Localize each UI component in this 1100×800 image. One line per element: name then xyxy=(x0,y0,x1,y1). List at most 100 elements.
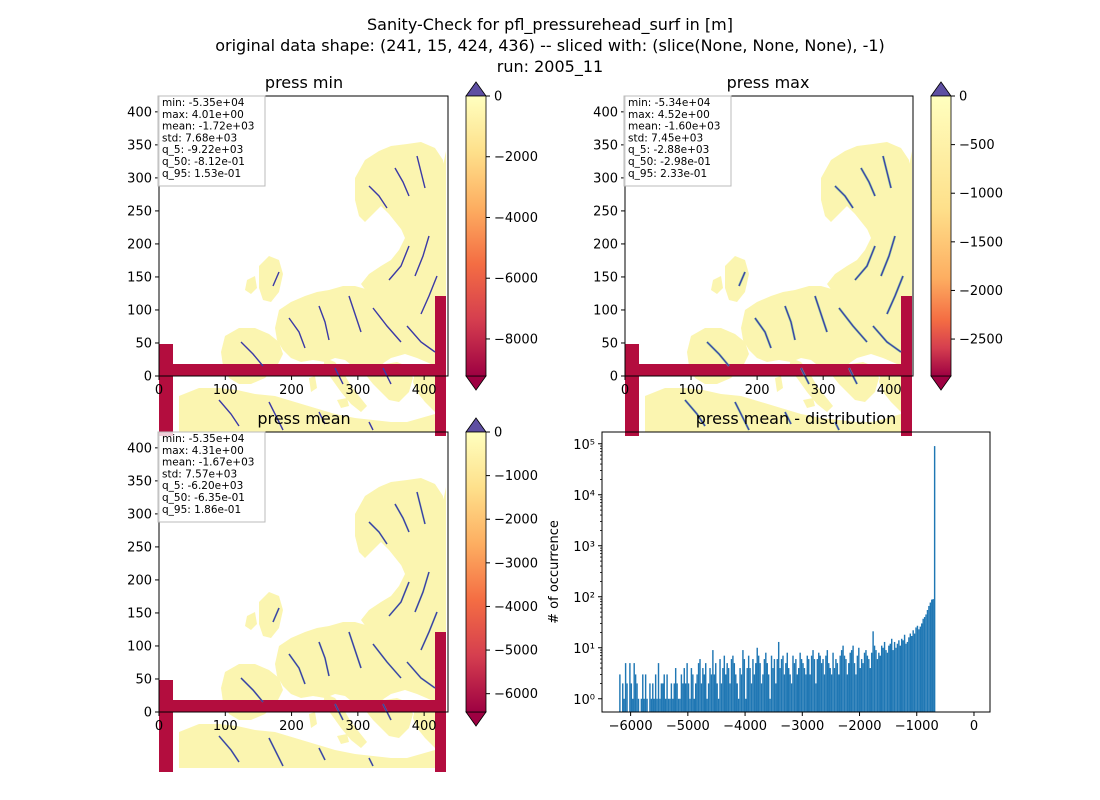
x-tick-label: −5000 xyxy=(666,719,710,734)
histogram-bar xyxy=(873,645,876,712)
histogram-bar xyxy=(763,659,766,712)
y-tick-label: 250 xyxy=(593,204,618,219)
x-tick-label: 100 xyxy=(213,719,238,734)
panel-press-max: press max 0 100 200 300 400 0 50 100 150 200 250 30… xyxy=(593,73,1003,436)
histogram-bar xyxy=(865,650,867,712)
histogram-bars xyxy=(619,446,936,712)
histogram-bar xyxy=(846,674,849,712)
colorbar-tick-label: 0 xyxy=(494,90,502,105)
histogram-bar xyxy=(931,599,933,712)
histogram-bar xyxy=(883,641,886,712)
histogram-bar xyxy=(868,659,870,712)
axes-frame-distribution xyxy=(601,431,991,713)
x-tick-label: 400 xyxy=(877,383,902,398)
histogram-bar xyxy=(769,698,771,712)
x-tick-label: 300 xyxy=(345,383,370,398)
y-tick-label: 150 xyxy=(127,606,152,621)
histogram-bar xyxy=(746,668,748,712)
x-tick-label: −1000 xyxy=(895,719,939,734)
histogram-bar xyxy=(840,650,843,712)
x-tick-label: 0 xyxy=(155,719,163,734)
histogram-bar xyxy=(699,659,701,712)
histogram-bar xyxy=(636,683,638,712)
y-tick-label: 150 xyxy=(593,270,618,285)
y-tick-label: 50 xyxy=(601,336,618,351)
ticks-press-min: 0 100 200 300 400 0 50 100 150 200 250 300 350 400 xyxy=(127,105,436,398)
stats-line: std: 7.57e+03 xyxy=(162,468,237,480)
colorbar-press-max: 0 −500 −1000 −1500 −2000 −2500 xyxy=(930,81,1003,391)
y-tick-label: 10¹ xyxy=(573,642,595,657)
ticks-press-mean: 0 100 200 300 400 0 50 100 150 200 250 300 350 400 xyxy=(127,441,436,734)
y-axis-label-distribution: # of occurrence xyxy=(547,520,562,624)
figure-title-line-2: original data shape: (241, 15, 424, 436)… xyxy=(215,36,885,55)
histogram-bar xyxy=(809,674,811,712)
histogram-bar xyxy=(786,652,788,712)
histogram-bar xyxy=(898,640,900,712)
histogram-bar xyxy=(726,663,728,712)
histogram-bar xyxy=(755,663,757,712)
histogram-bar xyxy=(759,663,761,712)
histogram-bar xyxy=(800,659,803,712)
x-tick-label: −3000 xyxy=(780,719,824,734)
histogram-bar xyxy=(684,683,687,712)
histogram-bar xyxy=(879,655,881,712)
histogram-bar xyxy=(818,652,820,712)
histogram-bar xyxy=(677,698,680,712)
histogram-bar xyxy=(644,674,647,712)
histogram-bar xyxy=(890,638,893,712)
map-press-mean xyxy=(159,478,446,772)
histogram-bar xyxy=(882,647,884,712)
y-tick-label: 0 xyxy=(610,370,618,385)
histogram-bar xyxy=(652,683,654,712)
histogram-bar xyxy=(679,698,681,712)
histogram-bar xyxy=(832,652,834,712)
histogram-bar xyxy=(922,618,924,712)
histogram-bar xyxy=(911,636,913,712)
histogram-bar xyxy=(812,650,814,712)
histogram-bar xyxy=(770,655,773,712)
panel-press-mean: press mean 0 100 200 300 400 0 50 100 150 200 250 3… xyxy=(127,409,538,772)
histogram-bar xyxy=(653,698,655,712)
stats-line: max: 4.01e+00 xyxy=(162,109,244,121)
histogram-bar xyxy=(932,599,934,712)
histogram-bar xyxy=(650,698,653,712)
histogram-bar xyxy=(843,655,846,712)
x-tick-label: 0 xyxy=(970,719,978,734)
colorbar-tick-label: −1000 xyxy=(494,469,538,484)
histogram-bar xyxy=(687,683,690,712)
histogram-bar xyxy=(654,674,657,712)
x-tick-label: 100 xyxy=(679,383,704,398)
histogram-bar xyxy=(899,645,902,712)
stats-line: q_5: -2.88e+03 xyxy=(628,144,709,156)
colorbar-extend-max xyxy=(465,417,487,433)
histogram-bar xyxy=(682,683,684,712)
histogram-bar xyxy=(709,668,711,712)
y-tick-label: 250 xyxy=(127,540,152,555)
histogram-bar xyxy=(845,659,847,712)
histogram-bar xyxy=(875,650,877,712)
histogram-bar xyxy=(860,659,863,712)
histogram-bar xyxy=(772,668,774,712)
histogram-bar xyxy=(923,617,926,712)
histogram-bar xyxy=(624,663,627,712)
y-tick-label: 0 xyxy=(144,706,152,721)
stats-line: q_5: -9.22e+03 xyxy=(162,144,243,156)
x-tick-label: 300 xyxy=(345,719,370,734)
histogram-bar xyxy=(825,655,827,712)
histogram-bar xyxy=(795,659,797,712)
histogram-bar xyxy=(749,668,751,712)
stats-line: mean: -1.67e+03 xyxy=(162,457,254,469)
histogram-bar xyxy=(779,668,781,712)
ticks-press-max: 0 100 200 300 400 0 50 100 150 200 250 300 350 400 xyxy=(593,105,901,398)
x-tick-label: 100 xyxy=(213,383,238,398)
histogram-bar xyxy=(903,634,906,712)
histogram-bar xyxy=(712,650,714,712)
histogram-bar xyxy=(790,683,793,712)
histogram-bar xyxy=(892,650,894,712)
stats-line: mean: -1.60e+03 xyxy=(628,121,720,133)
stats-line: q_95: 2.33e-01 xyxy=(628,168,707,180)
histogram-bar xyxy=(787,668,790,712)
histogram-bar xyxy=(880,645,883,712)
histogram-bar xyxy=(813,659,816,712)
histogram-bar xyxy=(798,668,800,712)
